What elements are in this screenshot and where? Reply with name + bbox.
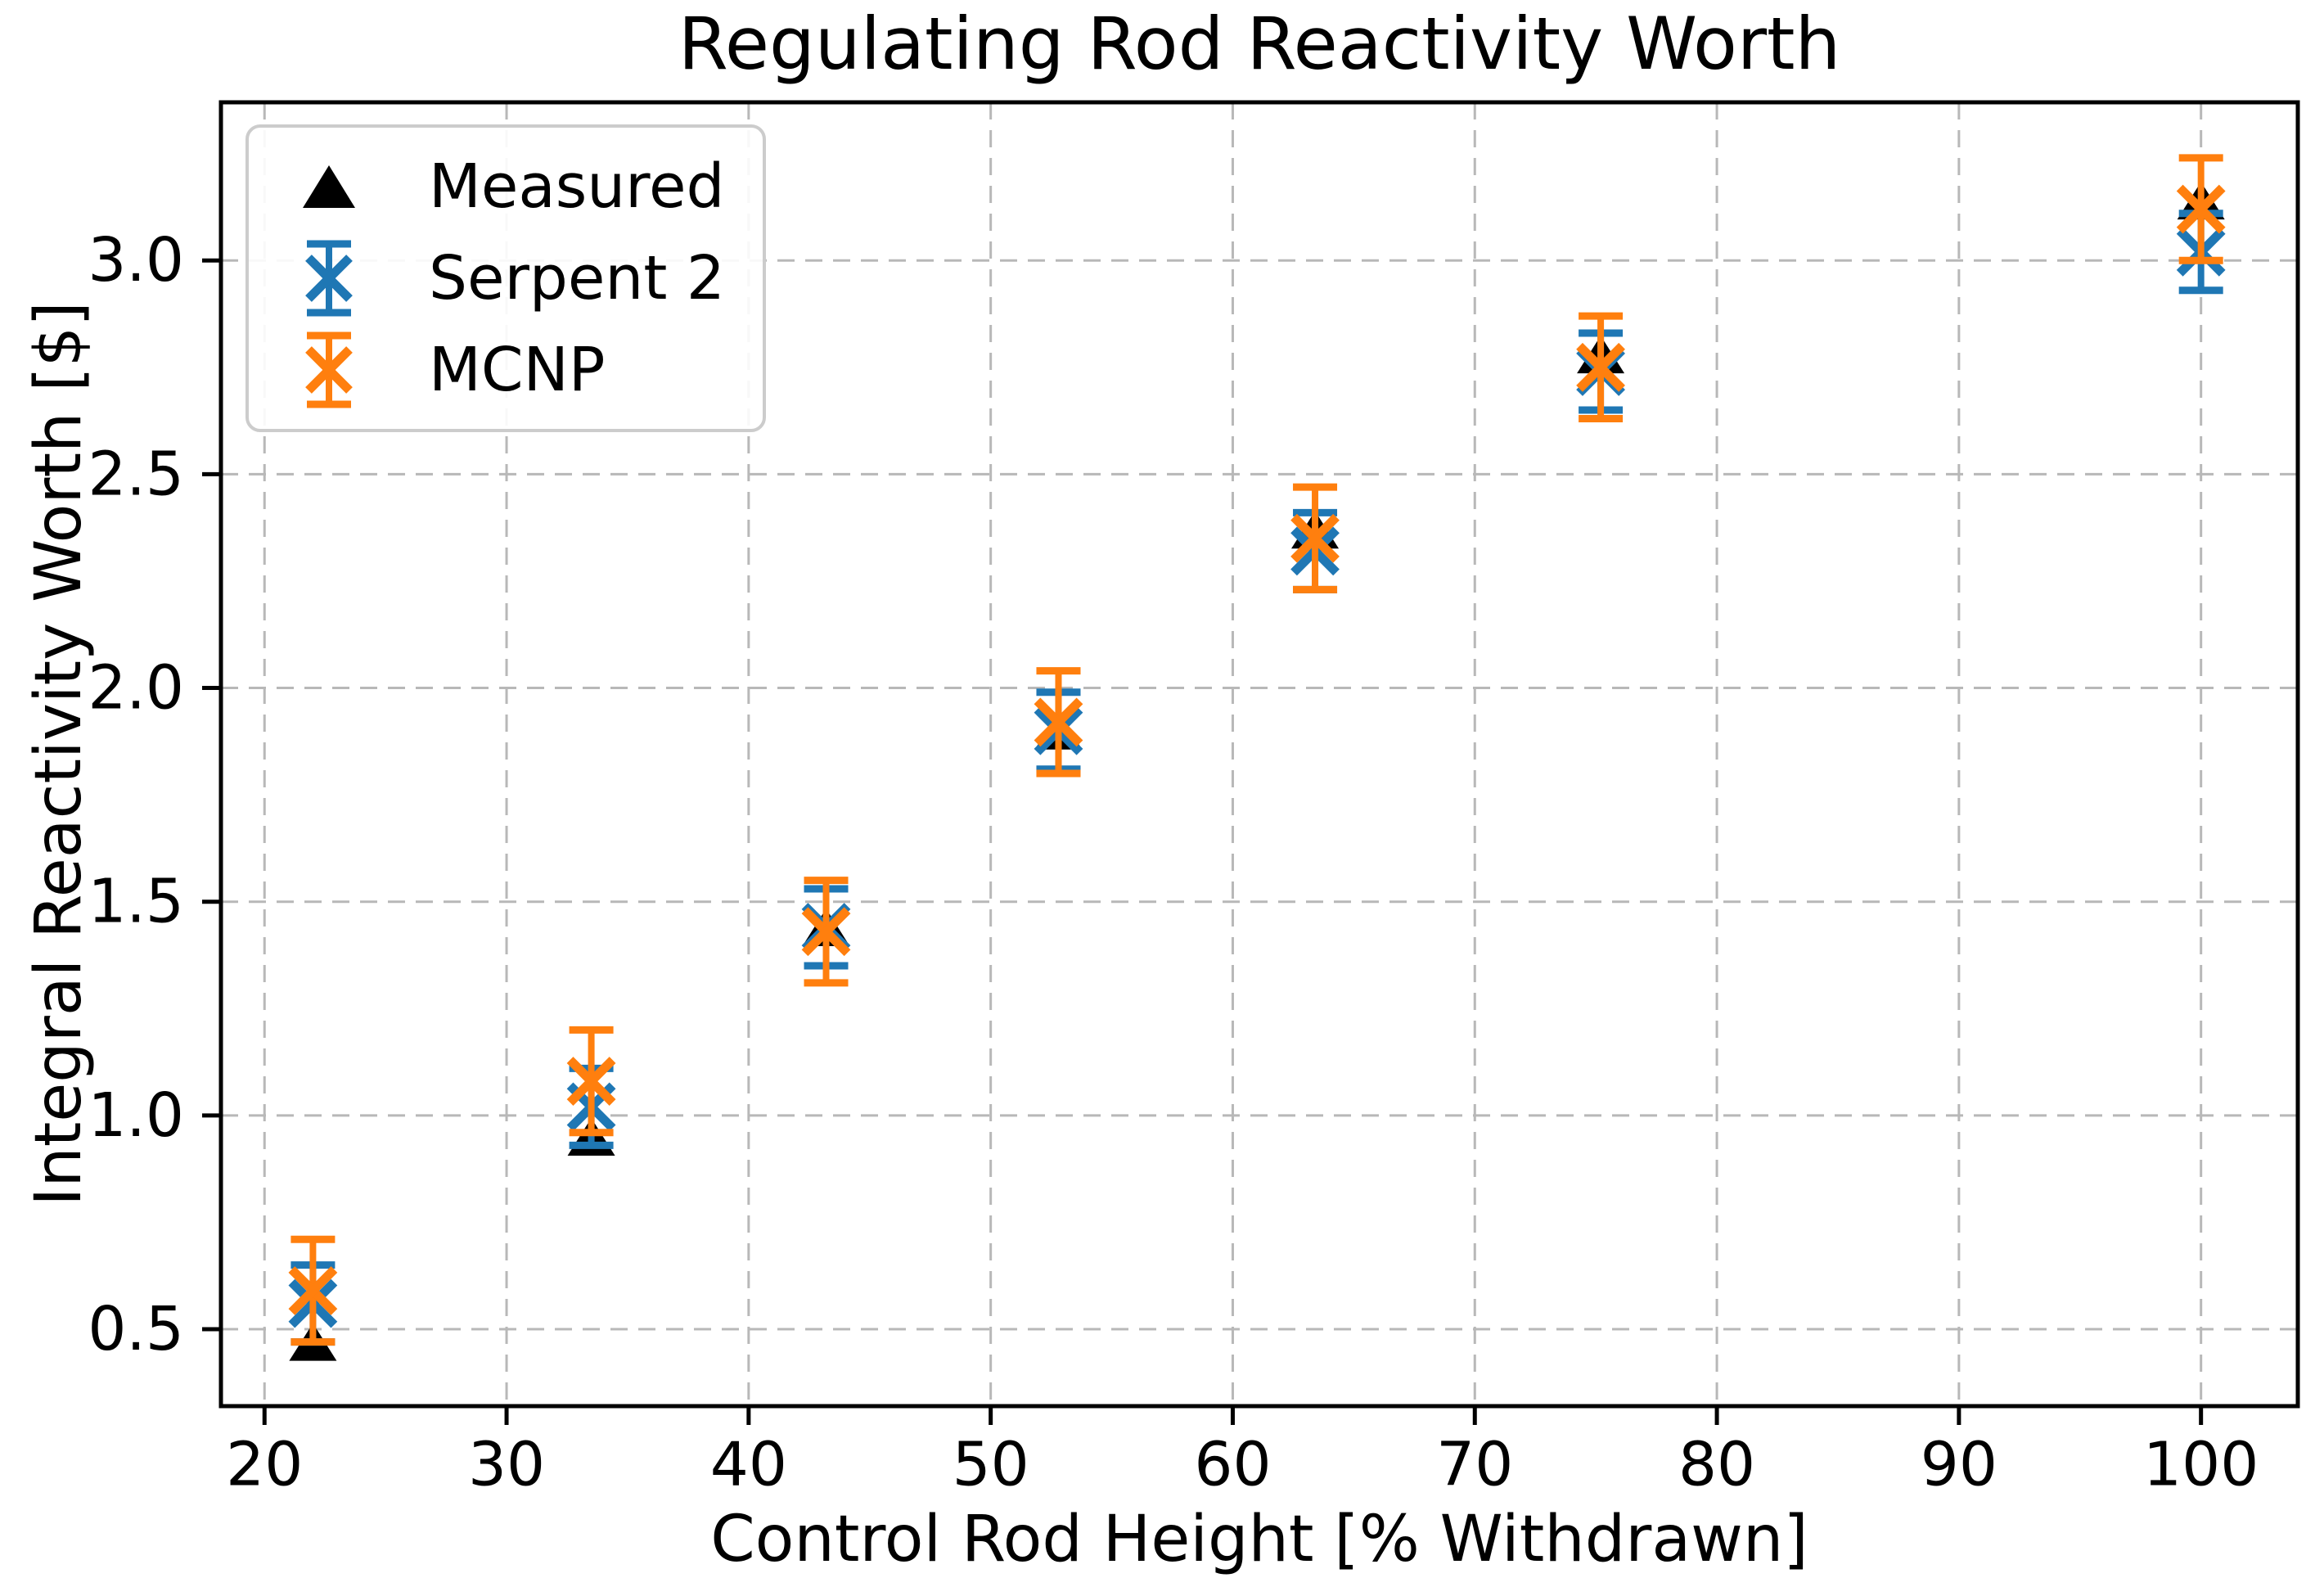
x-tick-label: 20 [226,1429,303,1499]
series-mcnp [288,154,2226,1346]
x-marker [2176,184,2226,234]
legend-item-mcnp: MCNP [255,324,725,416]
legend-label: MCNP [429,335,606,405]
legend-item-serpent2: Serpent 2 [255,232,725,324]
x-axis-label: Control Rod Height [% Withdrawn] [710,1503,1808,1576]
axes-frame [218,100,2300,1409]
x-marker [1034,697,1083,747]
x-marker [1576,342,1625,392]
x-marker [566,1057,616,1106]
x-tick-label: 70 [1436,1429,1513,1499]
x-marker [1290,513,1340,563]
x-tick-label: 40 [710,1429,787,1499]
mcnp-errorbar-icon [305,331,353,408]
x-tick-label: 30 [468,1429,545,1499]
y-tick-label: 0.5 [88,1294,184,1364]
x-tick-label: 90 [1921,1429,1997,1499]
legend: Measured Serpent 2 MCNP [245,124,766,432]
legend-label: Measured [429,151,725,222]
measured-triangle-icon [303,165,355,208]
y-tick-label: 3.0 [88,225,184,295]
legend-item-measured: Measured [255,141,725,232]
y-axis-label: Integral Reactivity Worth [$] [22,301,96,1206]
legend-label: Serpent 2 [429,243,725,313]
x-tick-label: 80 [1678,1429,1755,1499]
y-tick-label: 2.0 [88,653,184,724]
serpent2-errorbar-icon [305,240,353,317]
y-tick-label: 1.0 [88,1080,184,1151]
y-tick-label: 2.5 [88,439,184,509]
y-tick-label: 1.5 [88,867,184,937]
x-tick-label: 60 [1194,1429,1271,1499]
x-marker [288,1266,338,1315]
x-tick-label: 50 [953,1429,1029,1499]
x-marker [801,907,851,957]
chart-title: Regulating Rod Reactivity Worth [678,2,1841,86]
x-tick-label: 100 [2143,1429,2259,1499]
